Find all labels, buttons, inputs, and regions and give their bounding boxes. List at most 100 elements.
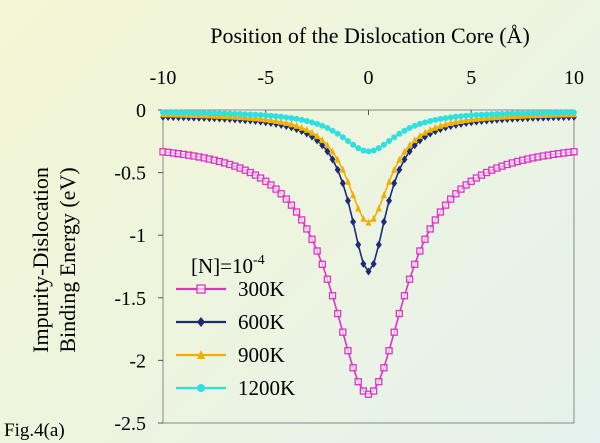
data-point [319,136,326,144]
data-point [329,147,336,155]
data-point [405,275,414,283]
data-point [535,109,542,116]
data-point [216,110,223,117]
series-900K [160,110,577,226]
data-point [375,145,382,152]
data-point [396,155,403,163]
data-point [355,145,362,152]
data-point [360,147,367,154]
data-point [350,217,357,226]
data-point [432,123,439,131]
data-point [380,364,388,372]
data-point [267,116,274,124]
data-point [540,109,547,116]
data-point [221,110,228,117]
data-point [303,225,311,233]
data-point [354,378,362,386]
data-point [431,216,439,224]
data-point [442,115,449,122]
data-point [303,117,310,124]
data-point [324,125,331,132]
data-point [313,247,321,255]
data-point [369,387,378,395]
data-point [411,260,419,268]
data-point [560,109,567,116]
y-tick-label: -0.5 [114,163,146,185]
data-point [416,247,424,255]
data-point [278,117,285,125]
data-point [308,128,315,136]
data-point [386,196,393,205]
data-point [283,114,290,121]
data-point [196,284,206,294]
data-point [468,112,475,119]
data-point [396,130,403,137]
data-point [303,125,310,133]
y-tick-label: -2.5 [114,413,146,435]
data-point [185,109,192,116]
data-point [298,216,306,224]
data-point [483,111,490,118]
data-point [391,165,398,173]
data-point [334,309,342,318]
data-point [365,267,372,276]
data-point [468,115,475,123]
data-point [457,116,464,124]
data-point [452,117,459,125]
legend-title: [N]=10-4 [191,253,265,278]
data-point [339,328,347,336]
data-point [565,109,572,116]
legend-label: 600K [238,310,285,334]
data-point [447,119,454,127]
data-point [416,120,423,127]
data-point [421,235,429,243]
data-point [288,120,295,128]
y-tick-label: -1 [129,225,146,247]
data-point [293,121,300,129]
data-point [267,181,275,189]
legend-label: 900K [238,343,285,367]
data-point [277,190,285,198]
data-point [344,196,351,205]
data-point [380,141,387,148]
legend-item: 900K [176,343,285,367]
data-point [411,141,418,150]
data-point [324,141,331,149]
data-point [426,225,434,233]
data-point [545,109,552,116]
data-point [170,109,177,116]
data-point [504,110,511,117]
data-point [334,165,341,174]
data-point [329,155,336,164]
series-line [162,116,575,273]
data-point [463,112,470,119]
data-point [457,113,464,120]
data-point [488,111,495,118]
data-point [365,218,372,226]
data-point [447,114,454,121]
data-point [406,125,413,132]
data-point [323,275,332,283]
data-point [447,195,455,203]
data-point [529,109,536,116]
data-point [571,109,577,116]
data-point [478,114,485,122]
data-point [437,121,444,129]
data-point [395,309,403,318]
data-point [390,328,398,336]
data-point [314,120,321,127]
data-point [360,259,367,268]
data-point [252,111,259,118]
data-point [478,111,485,118]
x-axis-ticks: -10 -5 0 5 10 [150,67,584,115]
data-point [411,136,418,144]
data-point [197,317,205,327]
data-point [401,147,408,155]
data-point [355,240,362,249]
data-point [282,195,290,203]
data-point [278,113,285,120]
data-point [334,130,341,137]
series-1200K [160,109,577,155]
data-point [314,131,321,139]
data-point [329,127,336,134]
